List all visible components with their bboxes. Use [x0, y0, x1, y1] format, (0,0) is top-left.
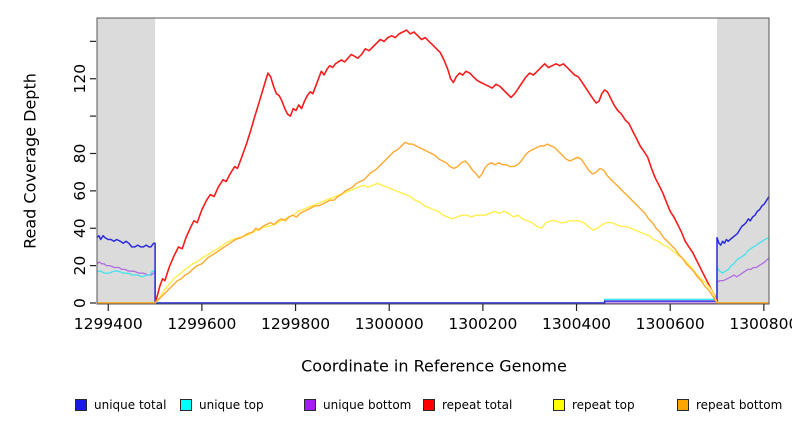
- y-tick-label: 80: [71, 144, 89, 164]
- x-tick-label: 1300200: [448, 315, 517, 333]
- x-tick-label: 1299800: [261, 315, 330, 333]
- x-tick-label: 1299600: [167, 315, 236, 333]
- x-tick-label: 1300000: [355, 315, 424, 333]
- series-line-repeat-bottom: [97, 141, 769, 304]
- y-tick-label: 120: [71, 64, 89, 94]
- x-tick-label: 1300800: [729, 315, 792, 333]
- x-tick-label: 1300600: [636, 315, 705, 333]
- x-tick-label: 1300400: [542, 315, 611, 333]
- series-line-repeat-total: [97, 29, 769, 304]
- shaded-region-1: [717, 18, 769, 304]
- x-axis-title: Coordinate in Reference Genome: [301, 356, 567, 376]
- y-tick-label: 60: [71, 181, 89, 201]
- plot-border: [96, 17, 770, 305]
- series-line-repeat-top: [97, 182, 769, 304]
- y-tick-label: 40: [71, 218, 89, 238]
- y-tick-label: 0: [71, 298, 89, 308]
- series-line-unique-total: [96, 196, 770, 304]
- y-axis-title: Read Coverage Depth: [20, 73, 40, 249]
- y-tick-label: 20: [71, 256, 89, 276]
- shaded-region-0: [97, 18, 156, 304]
- x-tick-label: 1299400: [74, 315, 143, 333]
